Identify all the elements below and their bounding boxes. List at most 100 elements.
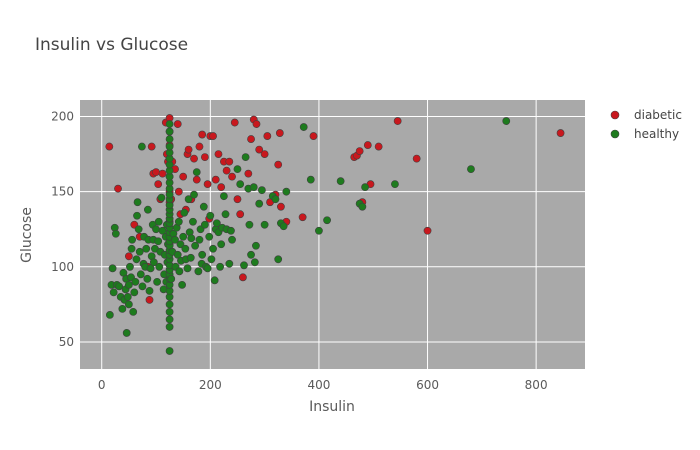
data-point[interactable] bbox=[217, 183, 226, 192]
data-point[interactable] bbox=[173, 120, 182, 128]
data-point[interactable] bbox=[219, 192, 228, 201]
data-point[interactable] bbox=[263, 132, 272, 140]
data-point[interactable] bbox=[165, 300, 174, 309]
data-point[interactable] bbox=[181, 244, 190, 253]
data-point[interactable] bbox=[217, 240, 226, 249]
data-point[interactable] bbox=[179, 232, 188, 241]
data-point[interactable] bbox=[133, 211, 141, 220]
data-point[interactable] bbox=[306, 175, 315, 184]
data-point[interactable] bbox=[275, 129, 284, 137]
data-point[interactable] bbox=[244, 169, 253, 178]
data-point[interactable] bbox=[245, 220, 254, 229]
data-point[interactable] bbox=[149, 258, 158, 267]
data-point[interactable] bbox=[138, 142, 146, 151]
data-point[interactable] bbox=[355, 147, 364, 155]
data-point[interactable] bbox=[153, 277, 162, 286]
data-point[interactable] bbox=[214, 150, 223, 159]
data-point[interactable] bbox=[114, 184, 122, 193]
data-point[interactable] bbox=[358, 202, 367, 211]
data-point[interactable] bbox=[258, 186, 266, 195]
data-point[interactable] bbox=[154, 217, 163, 226]
data-point[interactable] bbox=[189, 217, 197, 226]
data-point[interactable] bbox=[165, 347, 174, 355]
data-point[interactable] bbox=[260, 220, 269, 229]
data-point[interactable] bbox=[467, 165, 475, 174]
data-point[interactable] bbox=[165, 135, 174, 143]
data-point[interactable] bbox=[174, 187, 183, 196]
data-point[interactable] bbox=[216, 262, 224, 271]
data-point[interactable] bbox=[105, 310, 114, 319]
data-point[interactable] bbox=[239, 273, 247, 282]
data-point[interactable] bbox=[155, 262, 164, 271]
data-point[interactable] bbox=[315, 226, 323, 235]
data-point[interactable] bbox=[393, 117, 402, 125]
legend-item-healthy[interactable]: healthy bbox=[610, 127, 679, 141]
data-point[interactable] bbox=[374, 142, 383, 151]
data-point[interactable] bbox=[423, 226, 432, 235]
data-point[interactable] bbox=[143, 274, 152, 283]
data-point[interactable] bbox=[165, 142, 174, 151]
data-point[interactable] bbox=[502, 117, 511, 125]
data-point[interactable] bbox=[187, 234, 196, 243]
data-point[interactable] bbox=[252, 241, 260, 250]
data-point[interactable] bbox=[108, 264, 117, 273]
data-point[interactable] bbox=[252, 120, 261, 128]
legend-item-diabetic[interactable]: diabetic bbox=[610, 108, 682, 122]
data-point[interactable] bbox=[279, 222, 288, 231]
data-point[interactable] bbox=[131, 277, 140, 286]
data-point[interactable] bbox=[124, 300, 133, 309]
data-point[interactable] bbox=[225, 259, 234, 268]
data-point[interactable] bbox=[157, 193, 166, 202]
data-point[interactable] bbox=[194, 267, 203, 276]
data-point[interactable] bbox=[127, 244, 136, 253]
data-point[interactable] bbox=[221, 210, 230, 219]
data-point[interactable] bbox=[195, 235, 204, 244]
data-point[interactable] bbox=[336, 177, 345, 186]
data-point[interactable] bbox=[134, 225, 143, 234]
data-point[interactable] bbox=[247, 250, 255, 259]
data-point[interactable] bbox=[241, 153, 250, 162]
data-point[interactable] bbox=[175, 267, 184, 276]
data-point[interactable] bbox=[128, 235, 137, 244]
data-point[interactable] bbox=[146, 264, 155, 273]
data-point[interactable] bbox=[211, 175, 220, 184]
data-point[interactable] bbox=[135, 247, 144, 256]
data-point[interactable] bbox=[130, 288, 139, 297]
data-point[interactable] bbox=[165, 120, 174, 128]
data-point[interactable] bbox=[133, 198, 142, 207]
data-point[interactable] bbox=[158, 169, 167, 178]
data-point[interactable] bbox=[136, 270, 145, 279]
data-point[interactable] bbox=[147, 142, 156, 151]
data-point[interactable] bbox=[212, 219, 221, 228]
data-point[interactable] bbox=[122, 329, 131, 337]
data-point[interactable] bbox=[233, 195, 242, 204]
data-point[interactable] bbox=[186, 253, 195, 262]
data-point[interactable] bbox=[240, 261, 248, 270]
data-point[interactable] bbox=[225, 157, 234, 166]
data-point[interactable] bbox=[183, 264, 192, 273]
data-point[interactable] bbox=[205, 232, 214, 241]
data-point[interactable] bbox=[190, 154, 198, 163]
data-point[interactable] bbox=[199, 202, 208, 211]
data-point[interactable] bbox=[361, 183, 369, 192]
data-point[interactable] bbox=[167, 274, 176, 283]
data-point[interactable] bbox=[198, 130, 207, 139]
data-point[interactable] bbox=[174, 217, 183, 226]
data-point[interactable] bbox=[138, 282, 147, 291]
data-point[interactable] bbox=[145, 286, 154, 295]
data-point[interactable] bbox=[209, 244, 217, 253]
data-point[interactable] bbox=[255, 145, 264, 154]
data-point[interactable] bbox=[198, 250, 207, 259]
data-point[interactable] bbox=[227, 226, 235, 235]
data-point[interactable] bbox=[247, 135, 255, 143]
data-point[interactable] bbox=[171, 235, 179, 244]
data-point[interactable] bbox=[236, 210, 245, 219]
data-point[interactable] bbox=[363, 141, 372, 149]
data-point[interactable] bbox=[206, 211, 215, 220]
data-point[interactable] bbox=[412, 154, 421, 163]
data-point[interactable] bbox=[274, 160, 283, 169]
data-point[interactable] bbox=[165, 307, 174, 316]
data-point[interactable] bbox=[165, 315, 174, 324]
data-point[interactable] bbox=[142, 244, 151, 253]
data-point[interactable] bbox=[191, 241, 200, 250]
